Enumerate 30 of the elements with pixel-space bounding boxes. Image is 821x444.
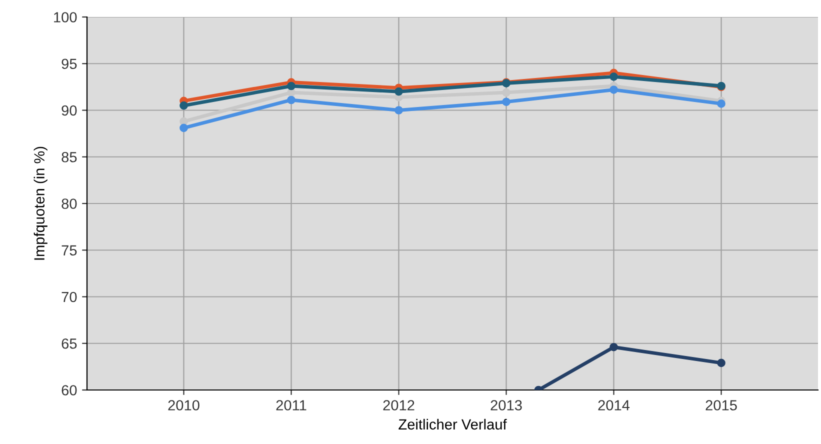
point xyxy=(394,106,403,114)
x-tick-label: 2013 xyxy=(490,400,522,410)
x-tick-label: 2014 xyxy=(598,400,630,410)
point xyxy=(610,86,618,94)
y-tick-label: 95 xyxy=(62,58,77,70)
x-tick-label: 2012 xyxy=(383,400,414,410)
y-tick-label: 85 xyxy=(62,152,77,162)
x-tick-label: 2011 xyxy=(276,400,306,410)
point xyxy=(287,82,296,90)
point xyxy=(717,358,726,368)
point xyxy=(717,100,726,108)
point xyxy=(502,98,510,106)
y-tick-label: 80 xyxy=(62,198,77,209)
x-axis-title: Zeitlicher Verlauf xyxy=(398,418,507,430)
point xyxy=(394,87,403,96)
point xyxy=(180,124,188,132)
x-tick-label: 2015 xyxy=(706,400,737,410)
point xyxy=(287,96,296,104)
y-tick-label: 90 xyxy=(62,105,77,116)
y-axis-title: Impfquoten (in %) xyxy=(34,146,48,260)
point xyxy=(180,101,188,110)
y-tick-label: 65 xyxy=(62,338,77,349)
y-tick-label: 70 xyxy=(62,292,77,302)
y-tick-label: 75 xyxy=(62,245,77,256)
x-tick-label: 2010 xyxy=(168,400,200,410)
y-tick-label: 100 xyxy=(54,12,77,22)
point xyxy=(502,88,510,97)
point xyxy=(610,342,618,352)
y-tick-label: 60 xyxy=(62,385,77,396)
point xyxy=(610,72,618,81)
